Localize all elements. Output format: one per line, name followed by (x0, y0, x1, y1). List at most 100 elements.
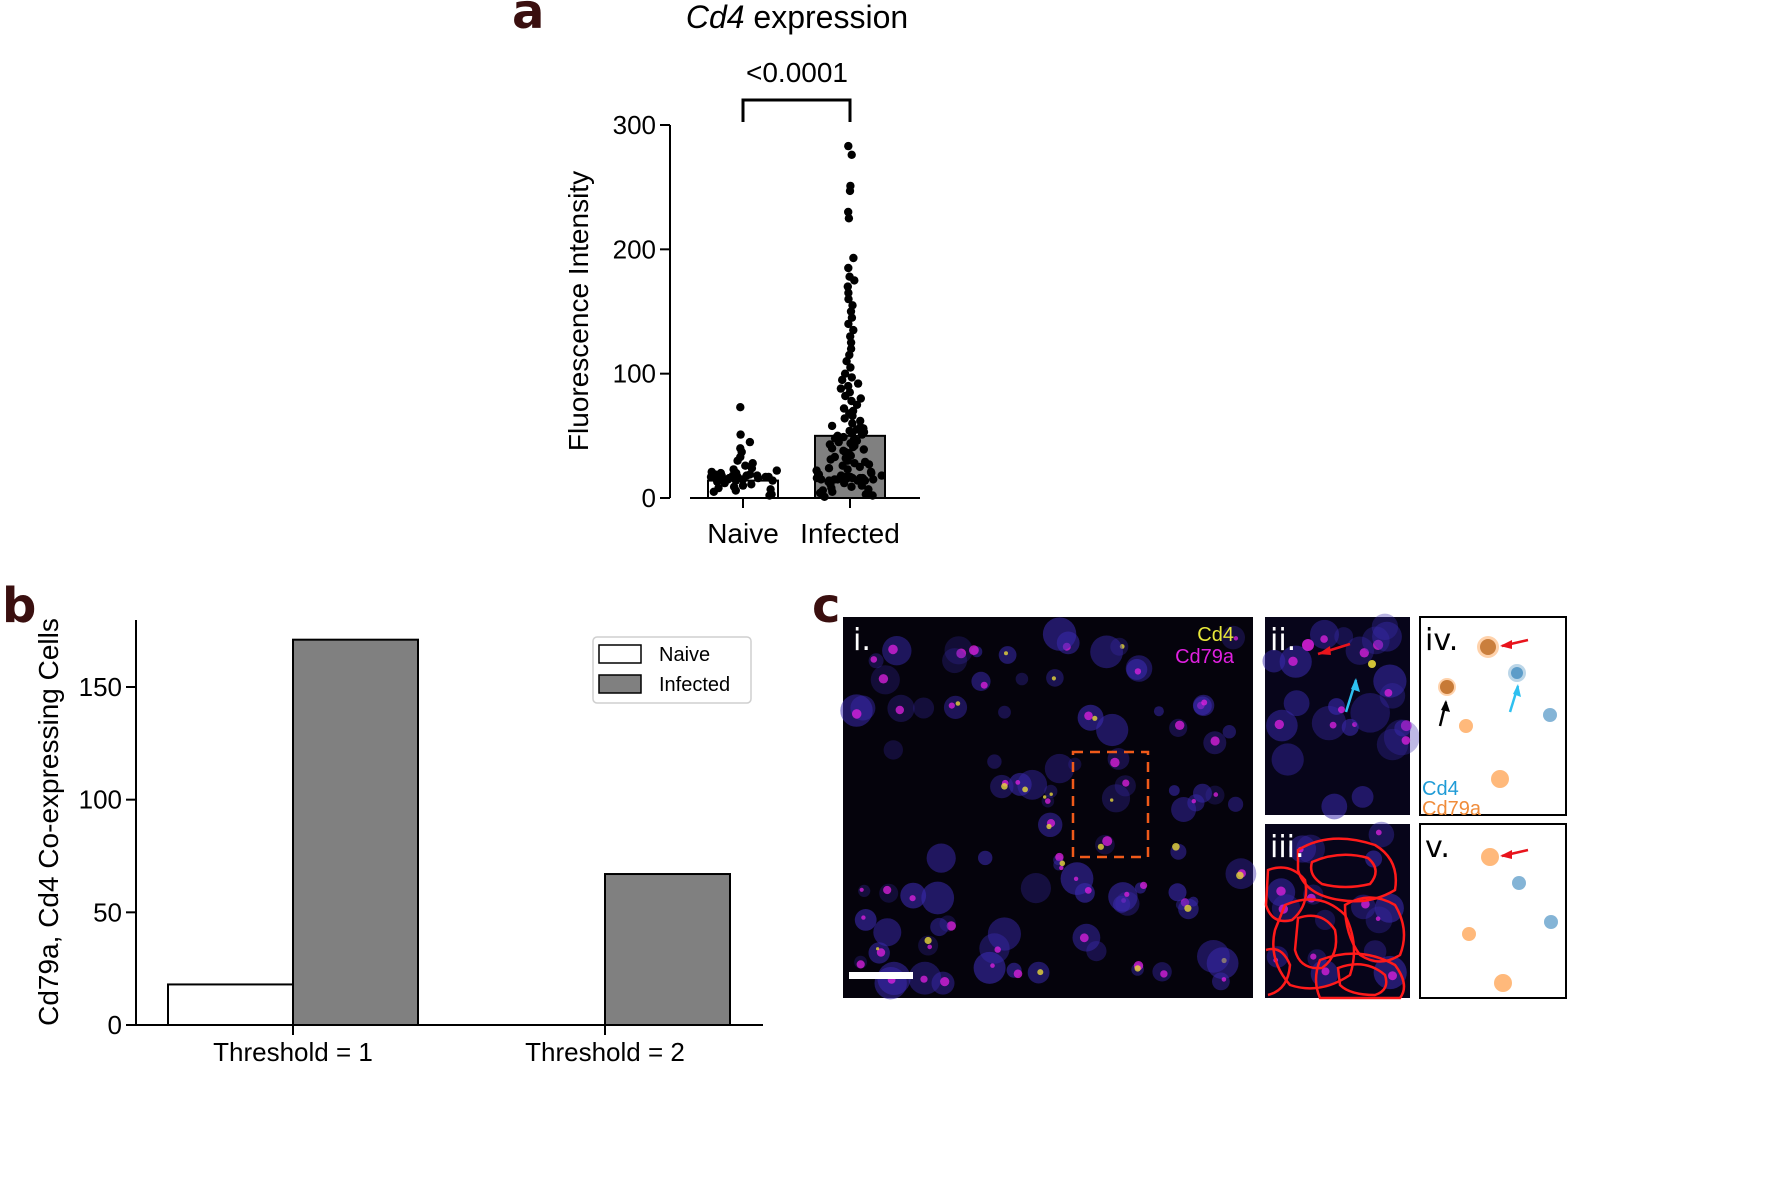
cell-nucleus-seg (1368, 821, 1395, 848)
arrow-red-v-head (1500, 850, 1512, 859)
cell-nucleus (926, 843, 956, 873)
cd79a-signal (1045, 798, 1051, 804)
chart-a-xtick-label-infected: Infected (800, 518, 900, 549)
cd79a-signal (856, 960, 865, 969)
cd79a-signal (1213, 792, 1219, 797)
roi-box (1071, 750, 1150, 859)
chart-a-point-infected (848, 419, 857, 428)
cd79a-signal-seg (1310, 953, 1317, 960)
cd4-signal (1004, 651, 1008, 656)
legend-i-cd4: Cd4 (1197, 624, 1234, 646)
cd79a-signal (940, 977, 950, 987)
chart-a-point-infected (844, 263, 853, 273)
micrograph-i-cells (840, 617, 1257, 1000)
cd79a-signal (980, 681, 988, 689)
chart-b-ytick-label-2: 100 (79, 785, 122, 815)
chart-a-point-infected (827, 421, 837, 431)
cd4-signal (1097, 843, 1104, 850)
chart-a-point-infected (812, 466, 821, 475)
cell-nucleus (987, 754, 1002, 769)
cell-nucleus (1108, 882, 1138, 912)
cell-nucleus (1020, 873, 1051, 904)
cd79a-signal-zoom (1359, 648, 1370, 658)
dot-cd4-v-2 (1544, 915, 1558, 929)
cell-nucleus-zoom (1321, 793, 1348, 820)
chart-a-point-naive (761, 472, 770, 482)
chart-b-legend-label-naive: Naive (659, 644, 710, 666)
cell-nucleus (1222, 725, 1237, 739)
chart-a-point-infected (844, 214, 854, 223)
cd79a-signal-seg (1375, 916, 1381, 921)
chart-a-point-infected (846, 338, 856, 347)
cell-nucleus (913, 697, 935, 719)
chart-a-point-infected (844, 381, 853, 391)
chart-a-point-infected (869, 475, 878, 484)
cd4-signal (955, 701, 961, 706)
chart-b-bar-naive-1 (167, 983, 294, 1027)
dot-cd79a-v-1 (1481, 848, 1499, 866)
cd79a-signal (1059, 865, 1064, 871)
cell-nucleus-zoom (1376, 728, 1409, 761)
chart-a-point-naive (707, 467, 716, 477)
cd79a-signal (1073, 876, 1079, 881)
cell-nucleus (998, 646, 1017, 664)
subpanel-label-iv: iv. (1425, 623, 1458, 658)
chart-a-point-naive (736, 444, 745, 453)
cell-nucleus (1068, 757, 1082, 771)
cell-nucleus (1075, 883, 1095, 903)
dot-cd4-iv-1-halo (1508, 664, 1526, 682)
arrow-black-iv-head (1441, 700, 1450, 712)
micrograph-ii-cells (1262, 613, 1420, 820)
arrow-red-ii-head (1318, 646, 1331, 655)
chart-a-point-infected (846, 363, 855, 372)
cell-nucleus-zoom (1345, 636, 1375, 665)
cell-nucleus (921, 881, 955, 915)
cell-nucleus (1110, 637, 1129, 656)
chart-a-point-infected (866, 467, 876, 477)
chart-b-bar-infected-1 (292, 638, 419, 1026)
cell-nucleus-zoom (1373, 664, 1407, 698)
chart-b-x-ticks: Threshold = 1 Threshold = 2 (213, 1025, 685, 1067)
chart-a-point-infected (847, 396, 856, 406)
cd4-signal (1221, 957, 1227, 964)
cell-nucleus-zoom (1334, 627, 1354, 646)
cd4-signal (1172, 843, 1180, 851)
cd79a-signal (969, 645, 979, 656)
chart-a-points (706, 141, 886, 501)
chart-a-point-infected (844, 288, 853, 298)
chart-a-point-infected (833, 431, 842, 440)
cd4-signal (1110, 798, 1114, 802)
cd79a-signal (883, 885, 892, 895)
cell-nucleus (930, 917, 949, 937)
chart-b-legend: Naive Infected (592, 636, 752, 704)
cell-nucleus-seg (1266, 946, 1289, 968)
panel-c: c i. Cd4 Cd79a ii. (812, 578, 1567, 1000)
subpanel-iii-segmentation: iii. (1264, 821, 1410, 1000)
subpanel-label-v: v. (1425, 830, 1450, 865)
cd4-signal (1046, 823, 1052, 830)
cd4-signal (1184, 904, 1192, 912)
cd79a-signal-seg (1276, 886, 1286, 896)
chart-a-point-naive (738, 481, 748, 490)
chart-a-ylabel: Fluorescence Intensity (563, 171, 594, 451)
chart-a-point-infected (844, 319, 853, 329)
cell-nucleus (854, 909, 877, 931)
cd4-signal (1092, 715, 1098, 721)
cd79a-signal-seg (1388, 971, 1397, 981)
cd79a-signal (1079, 933, 1089, 943)
dot-cd79a-v-2 (1462, 927, 1476, 941)
dot-cd79a-iv-2b (1459, 719, 1473, 733)
arrow-cyan-ii-head (1351, 678, 1360, 692)
cd79a-signal (876, 948, 886, 957)
cell-nucleus (1008, 772, 1032, 796)
cd79a-signal (946, 921, 956, 931)
cell-nucleus (1197, 940, 1230, 973)
cd4-signal (1037, 969, 1044, 976)
chart-b-legend-swatch-naive (598, 644, 642, 664)
chart-a-title: Cd4 expression (686, 0, 908, 35)
cd4-signal (876, 947, 880, 951)
cd79a-signal (1134, 668, 1142, 675)
chart-a-point-infected (848, 301, 857, 310)
chart-a-point-naive (741, 461, 750, 470)
cd79a-signal (1084, 711, 1093, 721)
